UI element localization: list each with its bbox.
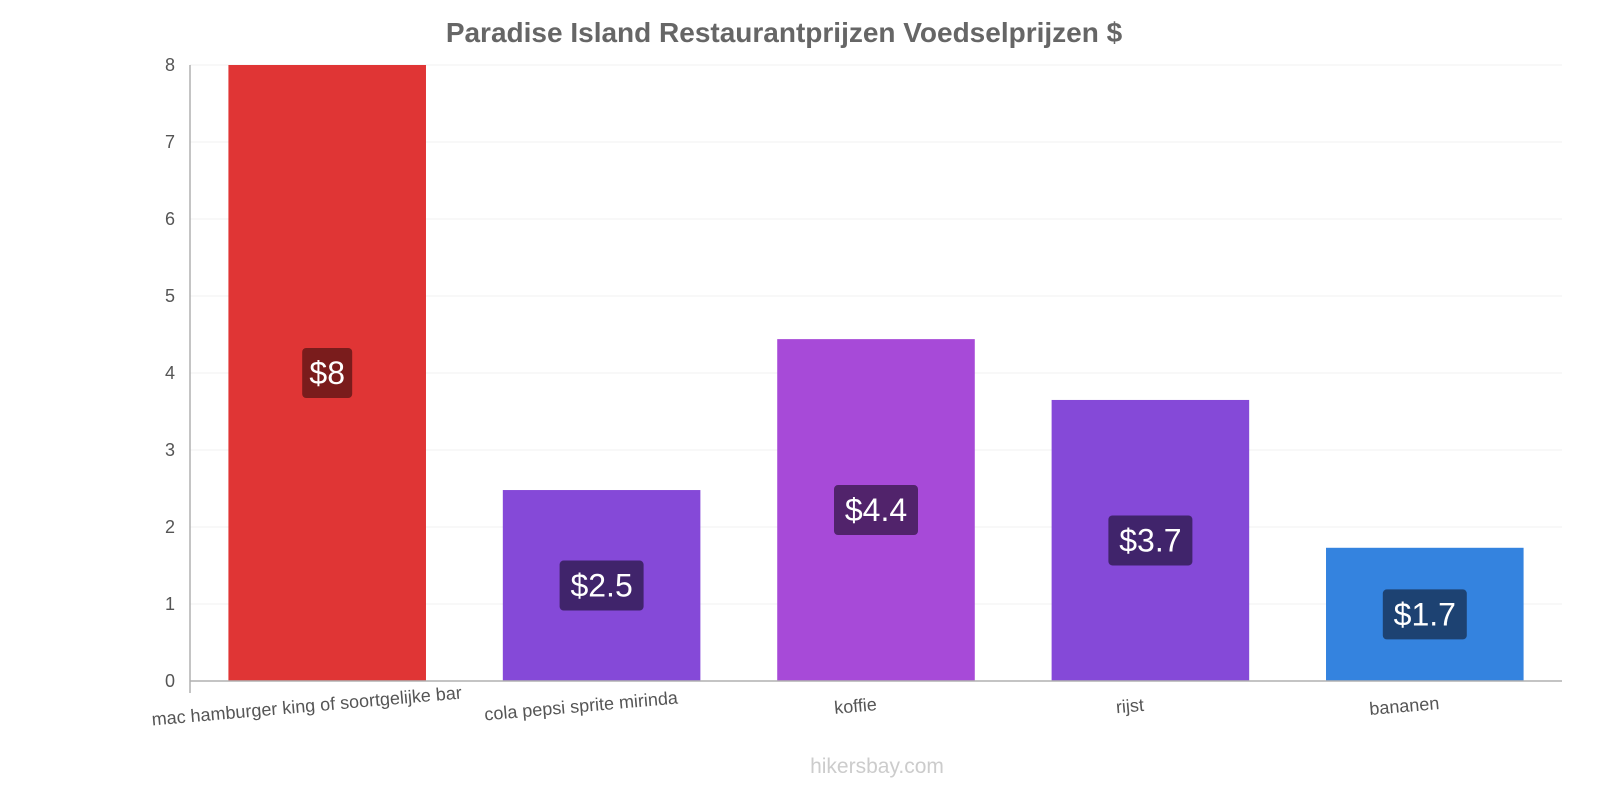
x-tick-label-3: rijst (1115, 695, 1145, 717)
y-tick-label-2: 2 (165, 517, 175, 537)
value-label-box-0 (302, 348, 353, 398)
y-tick-label-8: 8 (165, 55, 175, 75)
value-label-2: $4.4 (845, 492, 907, 528)
value-label-0: $8 (309, 355, 345, 391)
footer-watermark: hikersbay.com (810, 755, 944, 778)
y-tick-label-7: 7 (165, 132, 175, 152)
value-label-box-4 (1382, 589, 1467, 640)
value-label-4: $1.7 (1394, 596, 1456, 632)
x-tick-label-4: bananen (1368, 693, 1440, 719)
y-tick-label-4: 4 (165, 363, 175, 383)
value-label-box-3 (1108, 515, 1193, 566)
x-axis-tick-labels: mac hamburger king of soortgelijke bar co… (151, 683, 1440, 730)
x-tick-label-2: koffie (833, 694, 877, 718)
value-label-3: $3.7 (1119, 522, 1181, 558)
value-label-box-2 (834, 485, 918, 536)
value-labels: $8 $2.5 $4.4 $3.7 $1.7 (302, 348, 1467, 640)
y-tick-label-6: 6 (165, 209, 175, 229)
y-axis-tick-labels: 0 1 2 3 4 5 6 7 8 (165, 55, 175, 691)
x-tick-label-0: mac hamburger king of soortgelijke bar (151, 683, 463, 730)
chart-title: Paradise Island Restaurantprijzen Voedse… (446, 17, 1123, 48)
y-tick-label-1: 1 (165, 594, 175, 614)
x-tick-label-1: cola pepsi sprite mirinda (484, 688, 680, 725)
y-tick-label-5: 5 (165, 286, 175, 306)
value-label-box-1 (559, 560, 644, 611)
y-tick-label-0: 0 (165, 671, 175, 691)
value-label-1: $2.5 (570, 568, 632, 604)
y-tick-label-3: 3 (165, 440, 175, 460)
